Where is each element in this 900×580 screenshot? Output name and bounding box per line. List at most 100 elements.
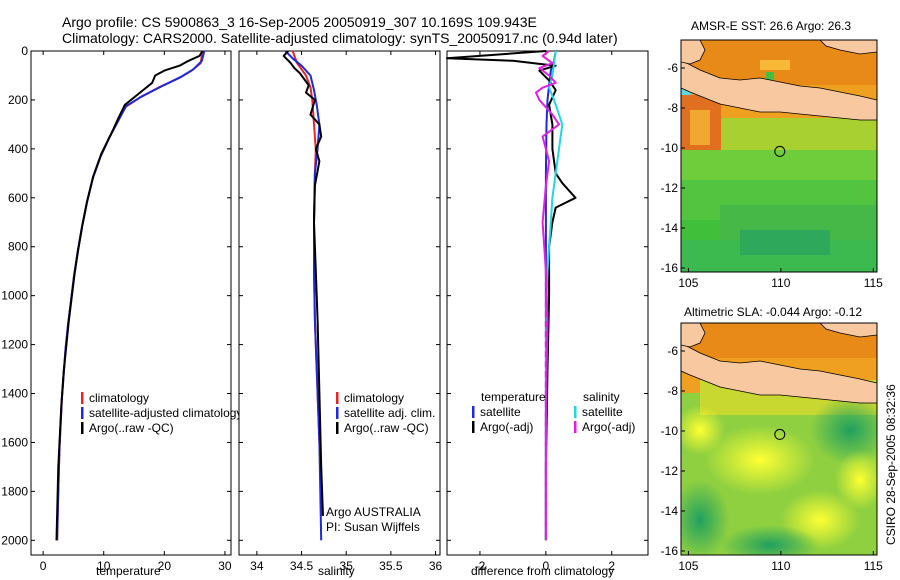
temperature-axes-frame (30, 50, 232, 556)
x-tick-label: 2 (608, 559, 615, 573)
float-pi-text: PI: Susan Wijffels (326, 520, 420, 534)
x-tick-label: 34.5 (290, 559, 314, 573)
sst-land-borneo (819, 40, 877, 55)
y-tick-label: 1600 (1, 435, 28, 449)
x-tick-label: 10 (97, 559, 111, 573)
legend-label: satellite-adjusted climatology (89, 406, 242, 420)
map-x-tick-label: 105 (678, 559, 698, 573)
series-line (284, 50, 323, 541)
map-y-tick-label: -8 (667, 384, 678, 398)
legend-swatch (574, 421, 577, 433)
x-tick-label: 34 (250, 559, 264, 573)
legend-label: satellite adj. clim. (344, 406, 435, 420)
y-tick-label: 1400 (1, 387, 28, 401)
y-tick-label: 0 (21, 44, 28, 58)
x-tick-label: 0 (543, 559, 550, 573)
x-tick-label: 20 (158, 559, 172, 573)
y-tick-label: 1800 (1, 484, 28, 498)
legend-swatch (81, 422, 84, 434)
y-tick-label: 600 (8, 191, 28, 205)
map-y-tick-label: -8 (667, 101, 678, 115)
salinity-lines (282, 50, 324, 541)
salinity-axes-frame (238, 50, 441, 556)
side-timestamp-label: CSIRO 28-Sep-2005 08:32:36 (884, 384, 898, 545)
difference-panel: -2 0 2 difference from climatology tempera… (446, 50, 649, 578)
legend-swatch (81, 392, 84, 404)
temperature-axis-label: temperature (96, 564, 161, 578)
sla-land-java (681, 342, 877, 404)
sst-land-java (681, 59, 877, 121)
map-y-tick-label: -16 (661, 544, 679, 558)
temperature-panel: 0 200 400 600 800 1000 1200 1400 1600 1800 2000 0 1… (1, 44, 242, 578)
difference-legend: temperature salinitysatelliteArgo(-adj)sa… (472, 390, 635, 434)
title-line-2: Climatology: CARS2000. Satellite-adjuste… (62, 30, 618, 46)
map-y-tick-label: -6 (667, 61, 678, 75)
map-y-tick-label: -12 (661, 464, 679, 478)
legend-label: climatology (344, 391, 404, 405)
x-tick-label: 0 (40, 559, 47, 573)
legend-label: satellite (480, 405, 521, 419)
legend-label: climatology (89, 391, 149, 405)
legend-swatch (336, 422, 339, 434)
x-tick-label: 35.5 (379, 559, 403, 573)
x-tick-label: 30 (218, 559, 232, 573)
map-y-tick-label: -16 (661, 261, 679, 275)
map-y-tick-label: -12 (661, 181, 679, 195)
y-tick-label: 2000 (1, 533, 28, 547)
map-y-tick-label: -10 (661, 141, 679, 155)
float-owner-text: Argo AUSTRALIA (326, 505, 421, 519)
sst-map-title: AMSR-E SST: 26.6 Argo: 26.3 (691, 19, 851, 33)
sst-map-panel: AMSR-E SST: 26.6 Argo: 26.3 (661, 19, 884, 290)
sst-field (681, 40, 877, 272)
difference-axis-label: difference from climatology (471, 564, 614, 578)
title-line-1: Argo profile: CS 5900863_3 16-Sep-2005 2… (62, 14, 537, 30)
sst-map-frame (680, 39, 878, 273)
y-tick-label: 1000 (1, 289, 28, 303)
legend-title: salinity (583, 390, 620, 404)
map-y-tick-label: -6 (667, 344, 678, 358)
sla-argo-marker (774, 428, 786, 440)
legend-swatch (472, 421, 475, 433)
legend-swatch (472, 406, 475, 418)
legend-label: Argo(-adj) (582, 420, 635, 434)
series-line (55, 50, 204, 541)
legend-label: satellite (582, 405, 623, 419)
sla-map-ticks: 105 110 115 -6 -8 -10 -12 -14 -16 (661, 344, 884, 573)
x-tick-label: 36 (429, 559, 443, 573)
sst-map-ticks: 105 110 115 -6 -8 -10 -12 -14 -16 (661, 61, 884, 290)
salinity-axis-label: salinity (318, 564, 355, 578)
sst-argo-marker (774, 145, 786, 157)
legend-title: temperature (481, 390, 546, 404)
x-tick-label: -2 (475, 559, 486, 573)
sla-land-sumatra (681, 323, 706, 348)
salinity-panel: 34 34.5 35 35.5 36 salinity climatologysatel… (238, 50, 443, 578)
series-line (282, 50, 324, 516)
difference-lines (446, 50, 577, 541)
sla-land-borneo (819, 323, 877, 338)
y-tick-label: 200 (8, 93, 28, 107)
map-x-tick-label: 115 (864, 276, 883, 290)
legend-label: Argo(..raw -QC) (89, 421, 174, 435)
sla-map-title: Altimetric SLA: -0.044 Argo: -0.12 (684, 305, 862, 319)
x-tick-label: 35 (340, 559, 354, 573)
map-y-tick-label: -14 (661, 504, 679, 518)
sla-map-panel: Altimetric SLA: -0.044 Argo: -0.12 105 11… (661, 305, 884, 573)
sla-map-frame (680, 322, 878, 556)
depth-ticks: 0 200 400 600 800 1000 1200 1400 1600 1800 2000 (1, 44, 231, 547)
map-x-tick-label: 105 (678, 276, 698, 290)
sst-land-sumatra (681, 40, 706, 65)
legend-swatch (336, 392, 339, 404)
map-y-tick-label: -14 (661, 221, 679, 235)
legend-label: Argo(-adj) (480, 420, 533, 434)
legend-swatch (336, 407, 339, 419)
legend-swatch (81, 407, 84, 419)
y-tick-label: 800 (8, 240, 28, 254)
legend-swatch (574, 406, 577, 418)
temperature-ticks: 0 10 20 30 (40, 51, 232, 573)
legend-label: Argo(..raw -QC) (344, 421, 429, 435)
map-x-tick-label: 110 (771, 276, 790, 290)
y-tick-label: 1200 (1, 338, 28, 352)
